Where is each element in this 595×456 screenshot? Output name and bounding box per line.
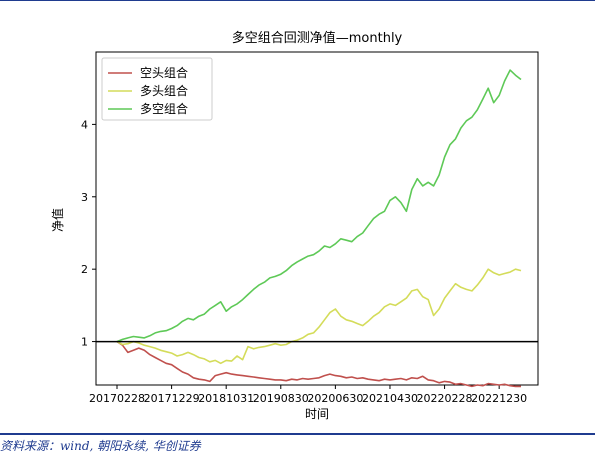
x-tick-label: 20170228 [89,392,145,405]
x-tick-label: 20171229 [144,392,200,405]
plot-frame [95,51,539,386]
x-tick-label: 20210430 [362,392,418,405]
y-tick-label: 2 [81,263,88,276]
x-tick-label: 20200630 [307,392,363,405]
series-line-2 [116,268,522,365]
x-axis-title: 时间 [305,407,329,421]
series-line-3 [116,69,522,343]
x-tick-label: 20181031 [198,392,254,405]
plot-layer: 1 2 3 4 201702282017122920181031201908302020… [81,69,538,405]
legend-label-1: 空头组合 [140,65,188,80]
top-rule [0,0,595,1]
y-tick-label: 1 [81,336,88,349]
y-tick-label: 3 [81,191,88,204]
x-tick-label: 20221230 [471,392,527,405]
y-tick-label: 4 [81,118,88,131]
source-note: 资料来源：wind, 朝阳永续, 华创证券 [0,439,201,453]
legend-label-3: 多空组合 [140,101,188,116]
x-tick-label: 20220228 [417,392,473,405]
series-line-1 [116,340,521,388]
x-tick-label: 20190830 [253,392,309,405]
chart-title: 多空组合回测净值—monthly [232,30,403,46]
legend-label-2: 多头组合 [140,83,188,98]
y-axis-title: 净值 [50,208,65,232]
bottom-rule [0,433,595,435]
